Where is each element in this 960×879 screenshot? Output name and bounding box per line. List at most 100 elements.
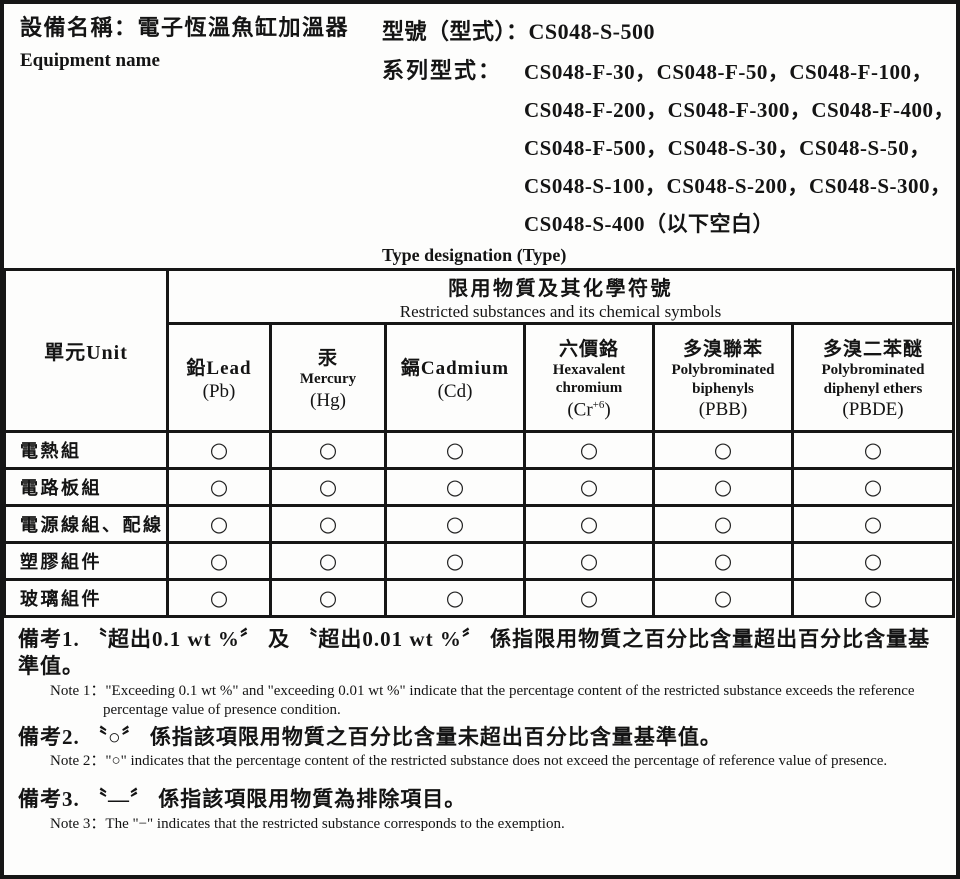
compliance-mark: ○ [445, 512, 465, 536]
compliance-mark: ○ [713, 549, 733, 573]
row-label: 電熱組 [4, 430, 169, 470]
compliance-cell: ○ [652, 578, 794, 618]
compliance-cell: ○ [523, 430, 655, 470]
compliance-mark: ○ [863, 586, 883, 610]
row-label: 電路板組 [4, 467, 169, 507]
compliance-cell: ○ [523, 504, 655, 544]
note-2-en: Note 2："○" indicates that the percentage… [50, 752, 888, 769]
compliance-mark: ○ [579, 586, 599, 610]
compliance-mark: ○ [318, 512, 338, 536]
compliance-cell: ○ [791, 541, 955, 581]
compliance-cell: ○ [384, 430, 526, 470]
unit-column-header: 單元Unit [4, 268, 169, 433]
compliance-mark: ○ [318, 475, 338, 499]
compliance-cell: ○ [384, 578, 526, 618]
compliance-mark: ○ [209, 475, 229, 499]
substance-symbol: (Pb) [202, 380, 236, 402]
column-header-lead: 鉛Lead (Pb) [166, 322, 272, 433]
document-header: 設備名稱：電子恆溫魚缸加溫器 Equipment name 型號（型式）：CS0… [4, 4, 956, 268]
notes-section: 備考1. 〝超出0.1 wt %〞 及 〝超出0.01 wt %〞 係指限用物質… [4, 618, 956, 834]
note-1: 備考1. 〝超出0.1 wt %〞 及 〝超出0.01 wt %〞 係指限用物質… [18, 626, 948, 721]
compliance-mark: ○ [445, 438, 465, 462]
compliance-cell: ○ [166, 504, 272, 544]
compliance-mark: ○ [863, 549, 883, 573]
compliance-mark: ○ [863, 438, 883, 462]
note-3-en: Note 3：The "−" indicates that the restri… [50, 815, 565, 832]
series-line: CS048-F-500，CS048-S-30，CS048-S-50， [524, 136, 931, 160]
substance-symbol: (Cr+6) [567, 399, 611, 421]
table-row-plastic-parts: 塑膠組件 ○ ○ ○ ○ ○ ○ [4, 541, 955, 581]
compliance-mark: ○ [579, 475, 599, 499]
row-label: 玻璃組件 [4, 578, 169, 618]
table-row-heating-unit: 電熱組 ○ ○ ○ ○ ○ ○ [4, 430, 955, 470]
type-designation-block: 型號（型式）：CS048-S-500 系列型式： CS048-F-30，CS04… [382, 12, 956, 268]
table-row-glass-parts: 玻璃組件 ○ ○ ○ ○ ○ ○ [4, 578, 955, 618]
compliance-cell: ○ [652, 467, 794, 507]
substance-symbol: (Hg) [310, 389, 346, 411]
compliance-mark: ○ [209, 512, 229, 536]
compliance-cell: ○ [523, 541, 655, 581]
series-line: CS048-F-200，CS048-F-300，CS048-F-400， [524, 98, 955, 122]
compliance-cell: ○ [652, 541, 794, 581]
substance-symbol: (PBB) [698, 399, 748, 421]
compliance-cell: ○ [791, 504, 955, 544]
banner-en: Restricted substances and its chemical s… [399, 301, 722, 321]
compliance-mark: ○ [209, 549, 229, 573]
column-header-pbb: 多溴聯苯 Polybrominated biphenyls (PBB) [652, 322, 794, 433]
compliance-mark: ○ [445, 549, 465, 573]
compliance-mark: ○ [713, 586, 733, 610]
model-number: 型號（型式）：CS048-S-500 [382, 19, 656, 44]
restricted-substances-table: 單元Unit 限用物質及其化學符號 Restricted substances … [4, 268, 955, 618]
equipment-name-en: Equipment name [20, 49, 160, 71]
compliance-mark: ○ [209, 586, 229, 610]
compliance-mark: ○ [445, 586, 465, 610]
note-1-zh: 備考1. 〝超出0.1 wt %〞 及 〝超出0.01 wt %〞 係指限用物質… [18, 627, 931, 679]
equipment-name-zh: 設備名稱：電子恆溫魚缸加溫器 [20, 15, 350, 40]
compliance-mark: ○ [579, 549, 599, 573]
compliance-cell: ○ [269, 541, 387, 581]
banner-zh: 限用物質及其化學符號 [448, 277, 673, 300]
compliance-cell: ○ [166, 467, 272, 507]
compliance-cell: ○ [652, 504, 794, 544]
compliance-cell: ○ [269, 467, 387, 507]
substance-symbol: (PBDE) [842, 399, 904, 421]
compliance-cell: ○ [269, 504, 387, 544]
column-header-cadmium: 鎘Cadmium (Cd) [384, 322, 526, 433]
compliance-mark: ○ [318, 438, 338, 462]
compliance-mark: ○ [713, 475, 733, 499]
compliance-mark: ○ [209, 438, 229, 462]
series-model-list: CS048-F-30，CS048-F-50，CS048-F-100， CS048… [524, 53, 955, 243]
note-1-en: Note 1："Exceeding 0.1 wt %" and "exceedi… [50, 682, 915, 719]
compliance-cell: ○ [791, 578, 955, 618]
table-row-power-cord: 電源線組、配線 ○ ○ ○ ○ ○ ○ [4, 504, 955, 544]
restricted-substances-banner: 限用物質及其化學符號 Restricted substances and its… [166, 268, 955, 325]
compliance-mark: ○ [445, 475, 465, 499]
column-header-hexavalent-chromium: 六價鉻 Hexavalent chromium (Cr+6) [523, 322, 655, 433]
series-label: 系列型式： [382, 58, 503, 83]
series-line: CS048-F-30，CS048-F-50，CS048-F-100， [524, 60, 933, 84]
compliance-cell: ○ [166, 541, 272, 581]
note-2-zh: 備考2. 〝○〞 係指該項限用物質之百分比含量未超出百分比含量基準值。 [18, 724, 722, 749]
compliance-cell: ○ [269, 430, 387, 470]
compliance-mark: ○ [579, 512, 599, 536]
column-header-mercury: 汞 Mercury (Hg) [269, 322, 387, 433]
column-header-pbde: 多溴二苯醚 Polybrominated diphenyl ethers (PB… [791, 322, 955, 433]
compliance-cell: ○ [384, 467, 526, 507]
series-models: 系列型式： CS048-F-30，CS048-F-50，CS048-F-100，… [382, 53, 956, 243]
compliance-cell: ○ [166, 430, 272, 470]
row-label: 塑膠組件 [4, 541, 169, 581]
compliance-mark: ○ [863, 512, 883, 536]
compliance-cell: ○ [384, 541, 526, 581]
series-line: CS048-S-100，CS048-S-200，CS048-S-300， [524, 174, 952, 198]
compliance-cell: ○ [652, 430, 794, 470]
compliance-mark: ○ [579, 438, 599, 462]
note-3-zh: 備考3. 〝—〞 係指該項限用物質為排除項目。 [18, 787, 467, 812]
compliance-cell: ○ [166, 578, 272, 618]
compliance-mark: ○ [863, 475, 883, 499]
compliance-mark: ○ [713, 438, 733, 462]
type-designation-caption: Type designation (Type) [382, 245, 567, 265]
note-2: 備考2. 〝○〞 係指該項限用物質之百分比含量未超出百分比含量基準值。 Note… [18, 724, 948, 772]
compliance-mark: ○ [713, 512, 733, 536]
compliance-cell: ○ [791, 467, 955, 507]
compliance-mark: ○ [318, 586, 338, 610]
